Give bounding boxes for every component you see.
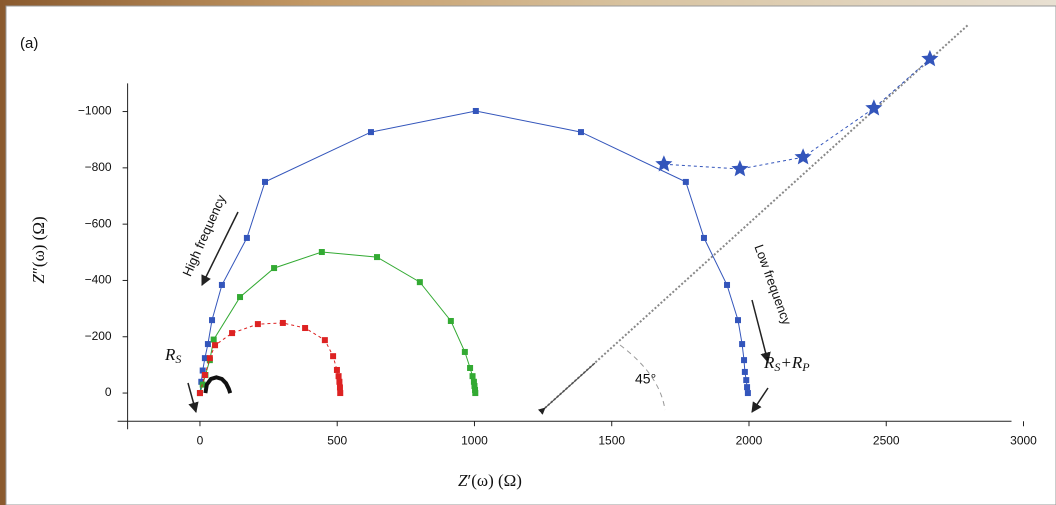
square-marker bbox=[337, 384, 343, 390]
square-marker bbox=[724, 282, 730, 288]
square-marker bbox=[205, 341, 211, 347]
square-marker bbox=[322, 337, 328, 343]
y-axis-label: Z″(ω) (Ω) bbox=[29, 216, 48, 283]
y-tick-label: −600 bbox=[85, 216, 112, 230]
square-marker bbox=[743, 377, 749, 383]
square-marker bbox=[742, 369, 748, 375]
square-marker bbox=[467, 365, 473, 371]
x-axis-label: Z′(ω) (Ω) bbox=[458, 471, 522, 490]
square-marker bbox=[374, 254, 380, 260]
square-marker bbox=[271, 265, 277, 271]
square-marker bbox=[683, 179, 689, 185]
rs-rp-sub: P bbox=[801, 360, 810, 374]
square-marker bbox=[319, 249, 325, 255]
y-tick-label: 0 bbox=[105, 385, 112, 399]
square-marker bbox=[280, 320, 286, 326]
square-marker bbox=[336, 379, 342, 385]
square-marker bbox=[197, 390, 203, 396]
square-marker bbox=[470, 373, 476, 379]
x-tick-label: 500 bbox=[327, 433, 347, 447]
square-marker bbox=[744, 384, 750, 390]
y-tick-label: −200 bbox=[85, 329, 112, 343]
y-axis-label-rest: ″(ω) (Ω) bbox=[29, 216, 48, 274]
panel-label: (a) bbox=[20, 35, 38, 52]
x-tick-label: 1500 bbox=[598, 433, 625, 447]
square-marker bbox=[209, 317, 215, 323]
square-marker bbox=[229, 330, 235, 336]
rs-main: R bbox=[164, 345, 176, 364]
square-marker bbox=[462, 349, 468, 355]
square-marker bbox=[473, 108, 479, 114]
angle-label: 45° bbox=[635, 371, 656, 387]
square-marker bbox=[336, 373, 342, 379]
square-marker bbox=[337, 390, 343, 396]
x-tick-label: 0 bbox=[197, 433, 204, 447]
square-marker bbox=[302, 325, 308, 331]
square-marker bbox=[701, 235, 707, 241]
square-marker bbox=[262, 179, 268, 185]
rs-rp-part: +R bbox=[780, 353, 802, 372]
x-tick-label: 3000 bbox=[1010, 433, 1037, 447]
square-marker bbox=[237, 294, 243, 300]
page: {"chart_data": {"type": "line", "panel_l… bbox=[0, 0, 1056, 505]
square-marker bbox=[472, 390, 478, 396]
chart: (a) Z″(ω) (Ω) Z′(ω) (Ω) 45° High frequen… bbox=[0, 0, 1056, 505]
square-marker bbox=[739, 341, 745, 347]
square-marker bbox=[255, 321, 261, 327]
square-marker bbox=[207, 355, 213, 361]
square-marker bbox=[448, 318, 454, 324]
square-marker bbox=[417, 279, 423, 285]
y-tick-label: −1000 bbox=[78, 104, 112, 118]
x-tick-label: 2000 bbox=[736, 433, 763, 447]
x-tick-label: 1000 bbox=[461, 433, 488, 447]
square-marker bbox=[745, 390, 751, 396]
x-tick-label: 2500 bbox=[873, 433, 900, 447]
square-marker bbox=[368, 129, 374, 135]
square-marker bbox=[334, 367, 340, 373]
square-marker bbox=[211, 337, 217, 343]
square-marker bbox=[212, 342, 218, 348]
rs-sub: S bbox=[175, 352, 181, 366]
square-marker bbox=[330, 353, 336, 359]
square-marker bbox=[578, 129, 584, 135]
rs-rp-part: R bbox=[763, 353, 775, 372]
square-marker bbox=[244, 235, 250, 241]
square-marker bbox=[202, 372, 208, 378]
square-marker bbox=[735, 317, 741, 323]
y-tick-label: −800 bbox=[85, 160, 112, 174]
y-tick-label: −400 bbox=[85, 273, 112, 287]
square-marker bbox=[219, 282, 225, 288]
panel bbox=[6, 6, 1056, 505]
x-axis-label-rest: ′(ω) (Ω) bbox=[468, 471, 522, 490]
square-marker bbox=[741, 357, 747, 363]
